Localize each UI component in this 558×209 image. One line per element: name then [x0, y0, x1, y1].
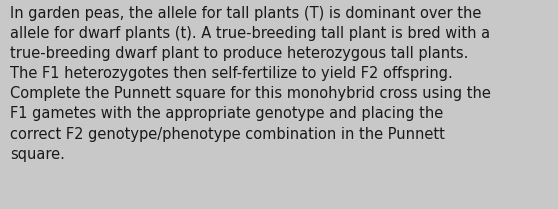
Text: In garden peas, the allele for tall plants (T) is dominant over the
allele for d: In garden peas, the allele for tall plan…	[10, 6, 491, 162]
